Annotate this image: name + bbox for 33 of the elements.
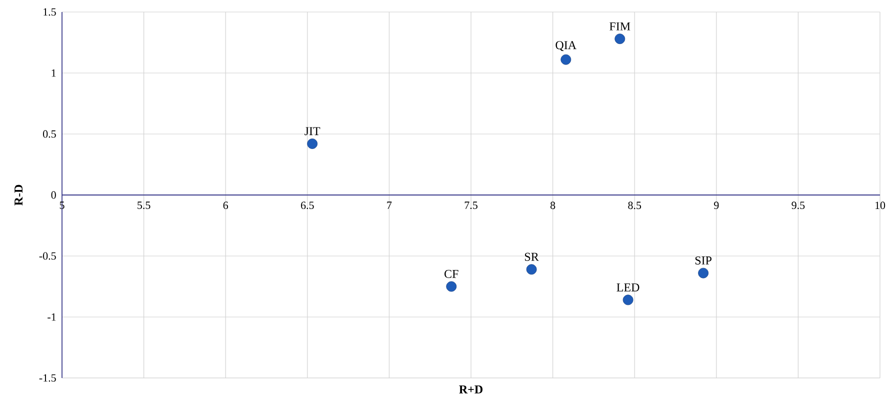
y-tick-label: -1.5 <box>39 374 56 382</box>
annotation: LED <box>616 283 640 292</box>
point <box>560 54 572 65</box>
x-tick-label: 7.5 <box>464 202 478 210</box>
annotation: CF <box>444 270 458 278</box>
point <box>307 138 318 149</box>
point <box>614 34 626 44</box>
annotation: QIA <box>556 41 576 52</box>
x-tick-label: 8.5 <box>628 202 642 210</box>
x-tick-label: 6 <box>223 202 228 210</box>
x-tick-label: 6.5 <box>301 202 314 210</box>
annotation: FIM <box>610 22 630 30</box>
y-tick-label: 1.5 <box>44 8 56 16</box>
x-tick-label: 9 <box>714 202 719 210</box>
x-tick-label: 10 <box>875 202 886 210</box>
x-tick-label: 5.5 <box>138 202 150 210</box>
annotation: SR <box>524 252 539 261</box>
y-tick-label: 1 <box>52 69 56 77</box>
point <box>526 264 537 275</box>
y-tick-label: 0.5 <box>43 130 56 138</box>
point <box>698 268 709 278</box>
x-axis-title: R+D <box>459 386 482 394</box>
y-tick-label: -1 <box>48 313 56 321</box>
annotation: SIP <box>695 256 712 265</box>
x-tick-label: 9.5 <box>792 202 805 210</box>
x-tick-label: 8 <box>550 202 556 210</box>
point <box>446 281 457 292</box>
point <box>622 294 634 306</box>
y-tick-label: -0.5 <box>39 252 56 260</box>
x-tick-label: 7 <box>387 202 392 209</box>
y-tick-label: 0 <box>51 191 56 199</box>
annotation: JIT <box>304 127 320 136</box>
y-axis-title: R-D <box>14 184 22 206</box>
